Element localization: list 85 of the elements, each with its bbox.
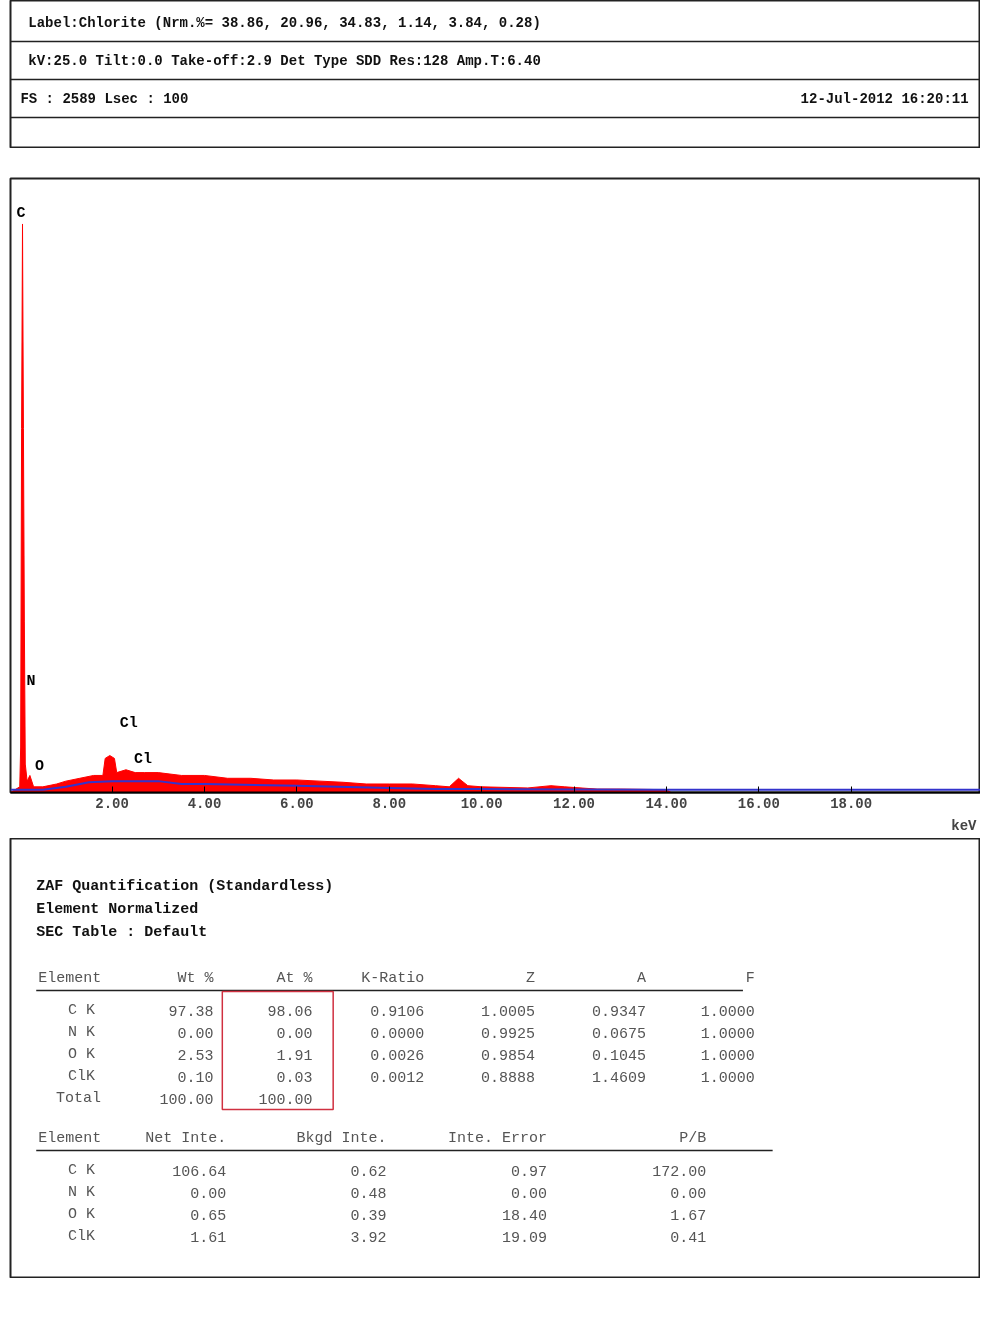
text: At %: [276, 970, 314, 987]
text: Element Normalized: [36, 901, 199, 918]
annotation: O: [34, 758, 44, 776]
text: O K: [67, 1206, 95, 1223]
text: 0.41: [670, 1229, 707, 1247]
text: Wt %: [177, 970, 215, 987]
text: SEC Table : Default: [36, 924, 208, 941]
text: 0.0000: [370, 1025, 425, 1043]
text: Element: [38, 970, 102, 987]
annotation: Cl: [133, 750, 152, 768]
text: 0.00: [670, 1185, 707, 1203]
text: 1.61: [190, 1229, 227, 1247]
text: N K: [67, 1024, 95, 1041]
x-axis-title: keV: [951, 817, 978, 834]
x-tick-label: 18.00: [830, 795, 873, 812]
text: Bkgd Inte.: [296, 1130, 387, 1147]
text: C K: [67, 1162, 95, 1179]
text: 0.10: [177, 1069, 214, 1087]
text: 97.38: [168, 1003, 214, 1021]
x-tick-label: 8.00: [372, 795, 407, 812]
text: ClK: [67, 1068, 95, 1085]
text: 3.92: [350, 1229, 387, 1247]
text: 0.8888: [481, 1069, 536, 1087]
text: 0.00: [510, 1185, 547, 1203]
text: 1.0000: [700, 1025, 755, 1043]
annotation: N: [26, 673, 36, 691]
text: 0.00: [177, 1025, 214, 1043]
text: 0.9347: [591, 1003, 646, 1021]
text: 1.0000: [700, 1069, 755, 1087]
text: 0.39: [350, 1207, 387, 1225]
text: 100.00: [258, 1091, 313, 1109]
text: 1.4609: [591, 1069, 646, 1087]
text: 12-Jul-2012 16:20:11: [800, 90, 969, 107]
x-tick-label: 4.00: [187, 795, 222, 812]
text: 1.0000: [700, 1003, 755, 1021]
text: ZAF Quantification (Standardless): [36, 878, 334, 895]
text: 172.00: [652, 1163, 707, 1181]
text: 98.06: [267, 1003, 313, 1021]
text: P/B: [679, 1130, 707, 1147]
annotation: Cl: [119, 714, 138, 732]
text: Net Inte.: [145, 1130, 227, 1147]
text: 0.97: [510, 1163, 547, 1181]
text: 0.03: [276, 1069, 313, 1087]
text: 100.00: [159, 1091, 214, 1109]
text: 0.65: [190, 1207, 227, 1225]
text: C K: [67, 1002, 95, 1019]
text: 0.9854: [481, 1047, 536, 1065]
text: 0.1045: [591, 1047, 646, 1065]
x-tick-label: 6.00: [280, 795, 314, 812]
text: N K: [67, 1184, 95, 1201]
text: Inte. Error: [447, 1130, 547, 1147]
chart-title: Label:Chlorite (Nrm.%= 38.86, 20.96, 34.83, 1.14, 3.84, 0.28): [28, 14, 541, 31]
text: 0.62: [350, 1163, 387, 1181]
text: ClK: [67, 1228, 95, 1245]
text: O K: [67, 1046, 95, 1063]
chart-subtitle: kV:25.0 Tilt:0.0 Take-off:2.9 Det Type SDD Res:128 Amp.T:6.40: [28, 52, 541, 69]
text: 0.48: [350, 1185, 387, 1203]
text: 0.00: [276, 1025, 313, 1043]
x-tick-label: 14.00: [645, 795, 688, 812]
x-tick-label: 16.00: [737, 795, 780, 812]
text: 0.9106: [370, 1003, 425, 1021]
text: 19.09: [501, 1229, 547, 1247]
text: Z: [526, 970, 536, 987]
text: 1.91: [276, 1047, 313, 1065]
text: 0.9925: [481, 1025, 536, 1043]
text: A: [636, 970, 646, 987]
text: 0.00: [190, 1185, 227, 1203]
annotation: C: [16, 204, 26, 222]
x-tick-label: 10.00: [460, 795, 503, 812]
text: 0.0012: [370, 1069, 425, 1087]
text: 1.0000: [700, 1047, 755, 1065]
text: K-Ratio: [361, 970, 425, 987]
text: F: [745, 970, 755, 987]
text: 0.0675: [591, 1025, 646, 1043]
text: 18.40: [501, 1207, 547, 1225]
text: 106.64: [172, 1163, 227, 1181]
text: 1.0005: [481, 1003, 536, 1021]
x-tick-label: 12.00: [553, 795, 596, 812]
text: Element: [38, 1130, 102, 1147]
text: 0.0026: [370, 1047, 425, 1065]
text: Total: [56, 1090, 102, 1107]
text: 2.53: [177, 1047, 214, 1065]
x-tick-label: 2.00: [95, 795, 129, 812]
text: FS : 2589 Lsec : 100: [20, 90, 189, 107]
text: 1.67: [670, 1207, 707, 1225]
